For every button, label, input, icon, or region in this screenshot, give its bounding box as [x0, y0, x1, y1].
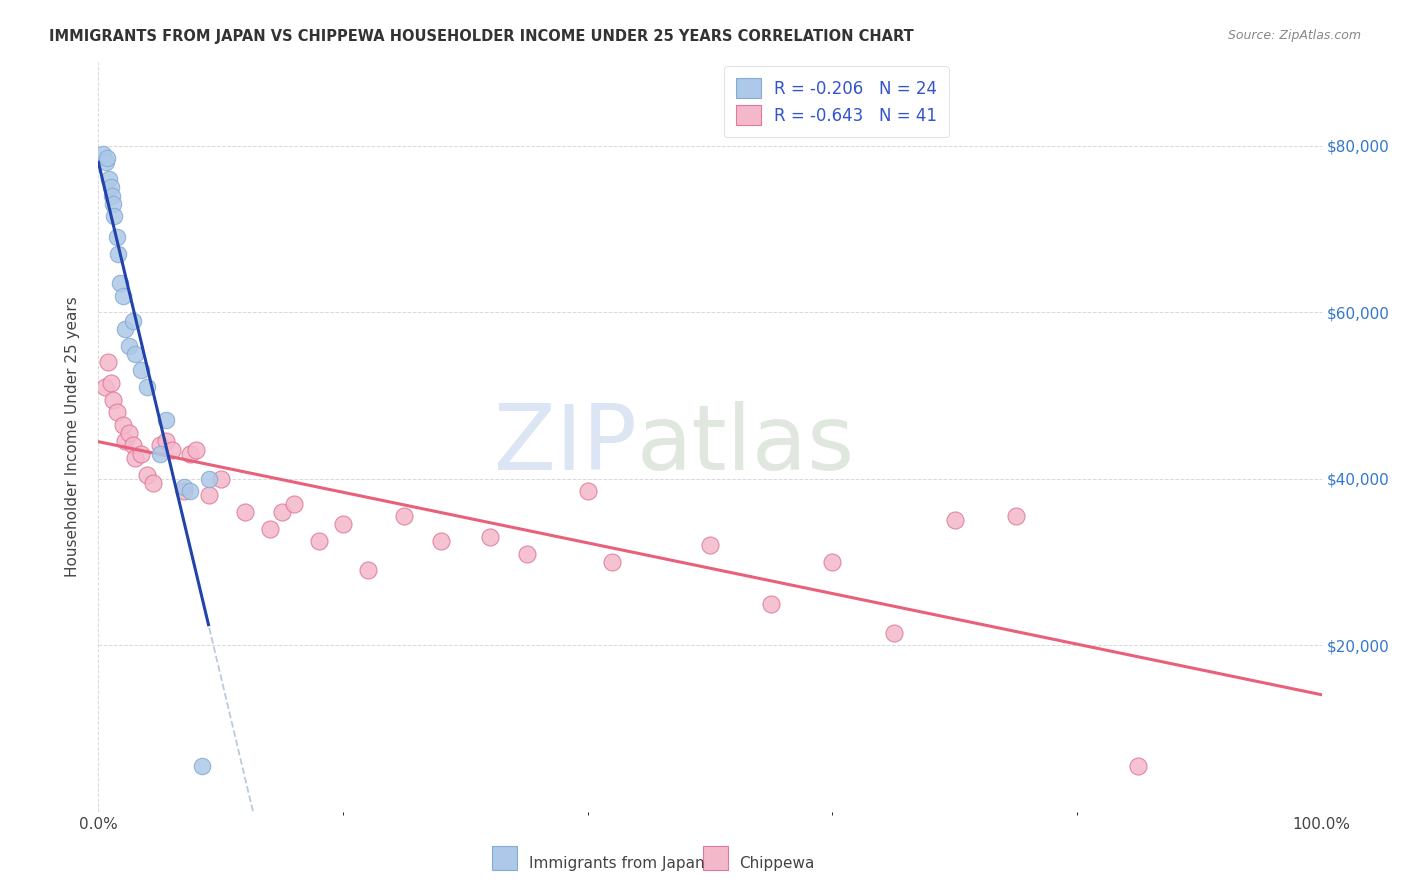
Legend: R = -0.206   N = 24, R = -0.643   N = 41: R = -0.206 N = 24, R = -0.643 N = 41	[724, 66, 949, 136]
Point	[160, 442, 183, 457]
Point	[332, 517, 354, 532]
Point	[105, 230, 128, 244]
Point	[356, 563, 378, 577]
Point	[186, 442, 208, 457]
Point	[101, 197, 124, 211]
Point	[699, 538, 721, 552]
Point	[1004, 509, 1026, 524]
Point	[94, 155, 117, 169]
Text: atlas: atlas	[637, 401, 855, 489]
Point	[179, 484, 201, 499]
Point	[114, 322, 136, 336]
Text: Chippewa: Chippewa	[740, 855, 815, 871]
Point	[191, 759, 214, 773]
Text: Immigrants from Japan: Immigrants from Japan	[529, 855, 704, 871]
Point	[943, 513, 966, 527]
Point	[101, 392, 124, 407]
Point	[124, 450, 146, 465]
Text: ZIP: ZIP	[494, 401, 637, 489]
Point	[142, 475, 165, 490]
Point	[118, 425, 141, 440]
Point	[197, 488, 219, 502]
Point	[173, 480, 195, 494]
Point	[173, 484, 195, 499]
Point	[576, 484, 599, 499]
Point	[197, 472, 219, 486]
Point	[136, 467, 159, 482]
Point	[118, 338, 141, 352]
Point	[105, 405, 128, 419]
Y-axis label: Householder Income Under 25 years: Householder Income Under 25 years	[65, 297, 80, 577]
Point	[179, 447, 201, 461]
Point	[111, 288, 134, 302]
Point	[96, 151, 118, 165]
Point	[98, 172, 121, 186]
Point	[209, 472, 232, 486]
Point	[121, 313, 143, 327]
Point	[155, 434, 177, 449]
Point	[761, 597, 783, 611]
Text: IMMIGRANTS FROM JAPAN VS CHIPPEWA HOUSEHOLDER INCOME UNDER 25 YEARS CORRELATION : IMMIGRANTS FROM JAPAN VS CHIPPEWA HOUSEH…	[49, 29, 914, 45]
Point	[1128, 759, 1150, 773]
Point	[283, 497, 305, 511]
Point	[111, 417, 134, 432]
Point	[103, 210, 125, 224]
Point	[259, 522, 281, 536]
Point	[233, 505, 256, 519]
Point	[129, 363, 152, 377]
Point	[149, 438, 172, 452]
Point	[883, 625, 905, 640]
Point	[136, 380, 159, 394]
Point	[101, 188, 124, 202]
Point	[107, 247, 129, 261]
Point	[100, 376, 122, 390]
Point	[124, 347, 146, 361]
Point	[308, 534, 330, 549]
Point	[100, 180, 122, 194]
Point	[114, 434, 136, 449]
Point	[91, 147, 114, 161]
Text: Source: ZipAtlas.com: Source: ZipAtlas.com	[1227, 29, 1361, 43]
Point	[270, 505, 294, 519]
Point	[121, 438, 143, 452]
Point	[478, 530, 501, 544]
Point	[516, 547, 538, 561]
Point	[821, 555, 844, 569]
Point	[97, 355, 120, 369]
Point	[149, 447, 172, 461]
Point	[600, 555, 623, 569]
Point	[129, 447, 152, 461]
Point	[392, 509, 416, 524]
Point	[110, 276, 132, 290]
Point	[93, 380, 115, 394]
Point	[155, 413, 177, 427]
Point	[430, 534, 453, 549]
